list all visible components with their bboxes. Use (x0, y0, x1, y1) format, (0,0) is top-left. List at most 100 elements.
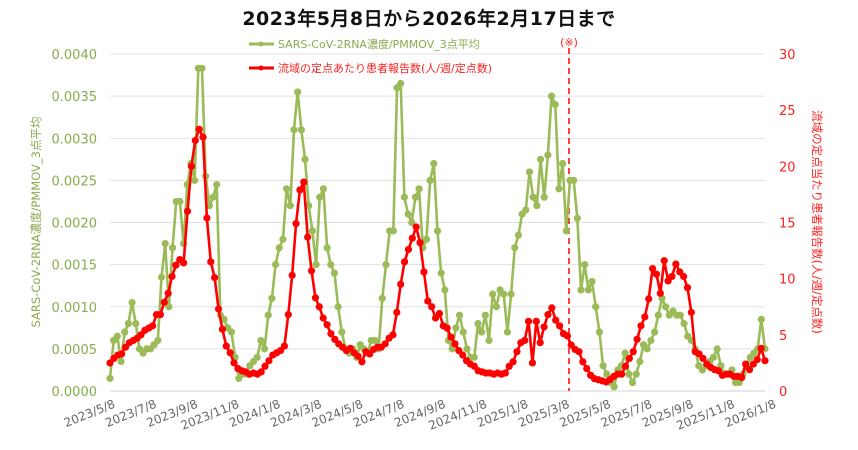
data-point-marker (525, 168, 534, 176)
data-point-marker (536, 155, 545, 163)
data-point-marker (745, 366, 754, 374)
legend-item-rna: SARS-CoV-2RNA濃度/PMMOV_3点平均 (249, 37, 480, 51)
data-point-marker (643, 345, 651, 353)
right-tick-label: 25 (779, 104, 796, 119)
data-point-marker (428, 303, 436, 311)
data-point-marker (581, 261, 589, 269)
data-point-marker (617, 370, 626, 378)
data-point-marker (507, 290, 515, 298)
data-point-marker (709, 353, 718, 361)
data-point-marker (632, 370, 640, 378)
data-point-marker (524, 317, 533, 325)
legend-marker-red-icon (258, 65, 264, 71)
data-point-marker (149, 322, 157, 330)
data-point-marker (195, 125, 203, 133)
data-point-marker (420, 268, 428, 276)
data-point-marker (452, 324, 460, 332)
data-point-marker (290, 126, 298, 134)
data-point-marker (389, 331, 397, 339)
data-point-marker (301, 155, 309, 163)
legend-label-rna: SARS-CoV-2RNA濃度/PMMOV_3点平均 (278, 37, 480, 51)
data-point-marker (378, 294, 386, 302)
data-point-marker (592, 303, 600, 311)
data-point-marker (323, 321, 331, 329)
data-point-marker (668, 272, 676, 281)
data-point-marker (381, 340, 389, 348)
data-point-marker (687, 308, 695, 316)
data-point-marker (283, 185, 291, 193)
data-point-marker (522, 206, 530, 214)
data-point-marker (459, 351, 467, 359)
data-point-marker (161, 239, 169, 248)
data-point-marker (315, 303, 323, 311)
data-point-marker (699, 354, 707, 363)
data-point-marker (435, 309, 444, 318)
data-point-marker (118, 350, 126, 358)
data-point-marker (253, 353, 261, 361)
data-point-marker (261, 362, 269, 370)
data-point-marker (187, 162, 195, 170)
data-point-marker (400, 258, 409, 266)
data-point-marker (168, 244, 177, 252)
data-point-marker (652, 270, 661, 278)
data-point-marker (300, 178, 308, 186)
data-point-marker (207, 258, 215, 266)
data-point-marker (288, 271, 296, 279)
left-tick-label: 0.0030 (52, 132, 98, 147)
data-point-marker (761, 357, 769, 365)
data-point-marker (636, 357, 644, 366)
data-point-marker (230, 359, 238, 367)
data-point-marker (319, 314, 327, 322)
data-point-marker (408, 218, 416, 227)
data-point-marker (463, 345, 471, 353)
data-point-marker (397, 280, 405, 288)
data-point-marker (121, 328, 129, 336)
data-point-marker (213, 180, 221, 189)
right-tick-label: 15 (779, 217, 796, 232)
data-point-marker (528, 359, 537, 367)
data-point-marker (514, 231, 523, 239)
right-y-axis-title: 流域の定点当たり患者報告数(人/週/定点数) (810, 110, 824, 334)
data-point-marker (637, 322, 645, 330)
data-point-marker (404, 210, 412, 218)
data-point-marker (280, 342, 289, 350)
data-point-marker (106, 374, 114, 382)
data-point-marker (570, 176, 578, 184)
data-point-marker (226, 349, 234, 357)
data-point-marker (485, 336, 493, 345)
data-point-marker (265, 357, 273, 365)
data-point-marker (117, 357, 125, 366)
data-point-marker (625, 370, 633, 378)
data-point-marker (271, 261, 280, 269)
data-point-marker (563, 332, 571, 340)
data-point-marker (308, 227, 316, 235)
data-point-marker (511, 244, 519, 252)
data-point-marker (311, 294, 320, 302)
data-point-marker (559, 159, 567, 168)
data-point-marker (338, 328, 346, 336)
data-point-marker (660, 257, 668, 265)
data-point-marker (211, 273, 219, 282)
series-line (109, 127, 767, 384)
data-point-marker (621, 362, 630, 370)
data-point-marker (562, 227, 570, 235)
data-point-marker (312, 261, 320, 269)
data-point-marker (470, 353, 478, 361)
data-point-marker (621, 349, 629, 357)
data-point-marker (441, 286, 449, 294)
left-tick-label: 0.0015 (52, 259, 98, 274)
chart-title: 2023年5月8日から2026年2月17日まで (242, 8, 616, 30)
data-point-marker (583, 364, 591, 373)
data-point-marker (257, 368, 265, 376)
data-point-marker (180, 259, 188, 267)
data-point-marker (437, 269, 445, 277)
data-point-marker (555, 322, 564, 330)
right-tick-label: 30 (779, 48, 796, 63)
data-point-marker (400, 193, 408, 201)
data-point-marker (555, 185, 563, 193)
data-point-marker (447, 333, 455, 341)
data-point-marker (501, 369, 509, 377)
data-point-marker (492, 303, 500, 311)
data-point-marker (220, 315, 228, 323)
data-point-marker (757, 315, 765, 323)
